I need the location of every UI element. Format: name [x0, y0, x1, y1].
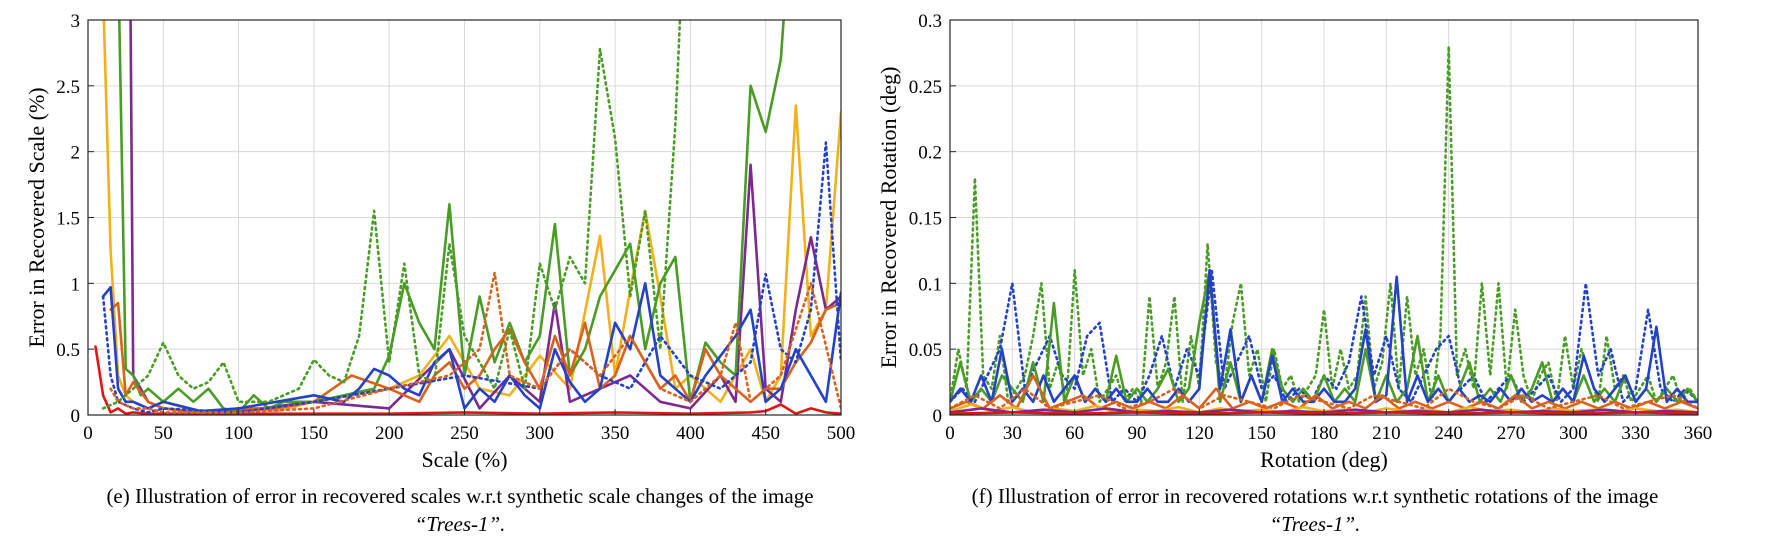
x-tick-label: 360 [1684, 423, 1713, 444]
x-tick-label: 300 [526, 423, 555, 444]
x-tick-label: 200 [375, 423, 404, 444]
grid [87, 19, 842, 416]
x-tick-label: 240 [1434, 423, 1463, 444]
y-tick-label: 0.2 [918, 143, 942, 164]
x-tick-label: 90 [1128, 423, 1147, 444]
series-line-orange-dotted [950, 387, 1698, 410]
x-tick-label: 30 [1003, 423, 1022, 444]
x-axis-label: Rotation (deg) [1260, 447, 1388, 472]
x-tick-label: 50 [154, 423, 173, 444]
x-tick-label: 150 [300, 423, 329, 444]
x-tick-label: 500 [827, 423, 856, 444]
series-line-red-solid [94, 345, 841, 415]
y-tick-label: 2.5 [56, 77, 80, 98]
y-tick-label: 0.05 [909, 340, 942, 361]
caption-left: (e) Illustration of error in recovered s… [20, 482, 900, 538]
y-tick-label: 2 [71, 143, 81, 164]
chart-left: 0 50 100 150 200 250 300 350 400 450 500 0 0.5 1 1.5 2 2… [24, 11, 856, 472]
series-line-blue-dotted [101, 141, 841, 414]
x-tick-label: 60 [1065, 423, 1084, 444]
x-tick-label: 330 [1621, 423, 1650, 444]
y-tick-label: 0 [71, 406, 81, 427]
series-line-purple-solid [129, 20, 841, 414]
y-tick-label: 0.3 [918, 11, 942, 32]
y-tick-label: 0.25 [909, 77, 942, 98]
grid [949, 19, 1699, 416]
x-tick-label: 100 [224, 423, 253, 444]
y-axis-label: Error in Recovered Rotation (deg) [876, 67, 901, 369]
x-tick-label: 250 [450, 423, 479, 444]
y-tick-label: 0.15 [909, 209, 942, 230]
y-tick-label: 1.5 [56, 209, 80, 230]
y-tick-label: 1 [71, 274, 81, 295]
series-line-orange-dotted [109, 271, 841, 414]
series-group [94, 20, 841, 415]
x-tick-label: 400 [676, 423, 705, 444]
x-tick-label: 180 [1310, 423, 1339, 444]
series-line-green-dotted [101, 20, 682, 410]
x-tick-label: 210 [1372, 423, 1401, 444]
caption-right-line1: (f) Illustration of error in recovered r… [971, 484, 1659, 508]
x-tick-label: 0 [945, 423, 955, 444]
x-tick-label: 450 [751, 423, 780, 444]
x-tick-label: 150 [1247, 423, 1276, 444]
x-axis-label: Scale (%) [421, 447, 507, 472]
caption-right-line2: “Trees-1”. [1269, 512, 1361, 536]
caption-left-line2: “Trees-1”. [414, 512, 506, 536]
y-tick-label: 3 [71, 11, 81, 32]
x-tick-label: 0 [83, 423, 93, 444]
y-tick-label: 0 [933, 406, 943, 427]
caption-left-line1: (e) Illustration of error in recovered s… [106, 484, 814, 508]
x-tick-label: 350 [601, 423, 630, 444]
y-tick-label: 0.1 [918, 274, 942, 295]
x-tick-label: 270 [1497, 423, 1526, 444]
y-tick-label: 0.5 [56, 340, 80, 361]
x-tick-label: 300 [1559, 423, 1588, 444]
caption-right: (f) Illustration of error in recovered r… [880, 482, 1750, 538]
series-line-green-dotted [950, 44, 1698, 404]
y-axis-label: Error in Recovered Scale (%) [24, 87, 49, 347]
x-tick-label: 120 [1185, 423, 1214, 444]
chart-right: 0 30 60 90 120 150 180 210 240 270 300 330 360 0 0.05 0… [876, 11, 1712, 472]
series-line-green-solid [118, 20, 785, 414]
